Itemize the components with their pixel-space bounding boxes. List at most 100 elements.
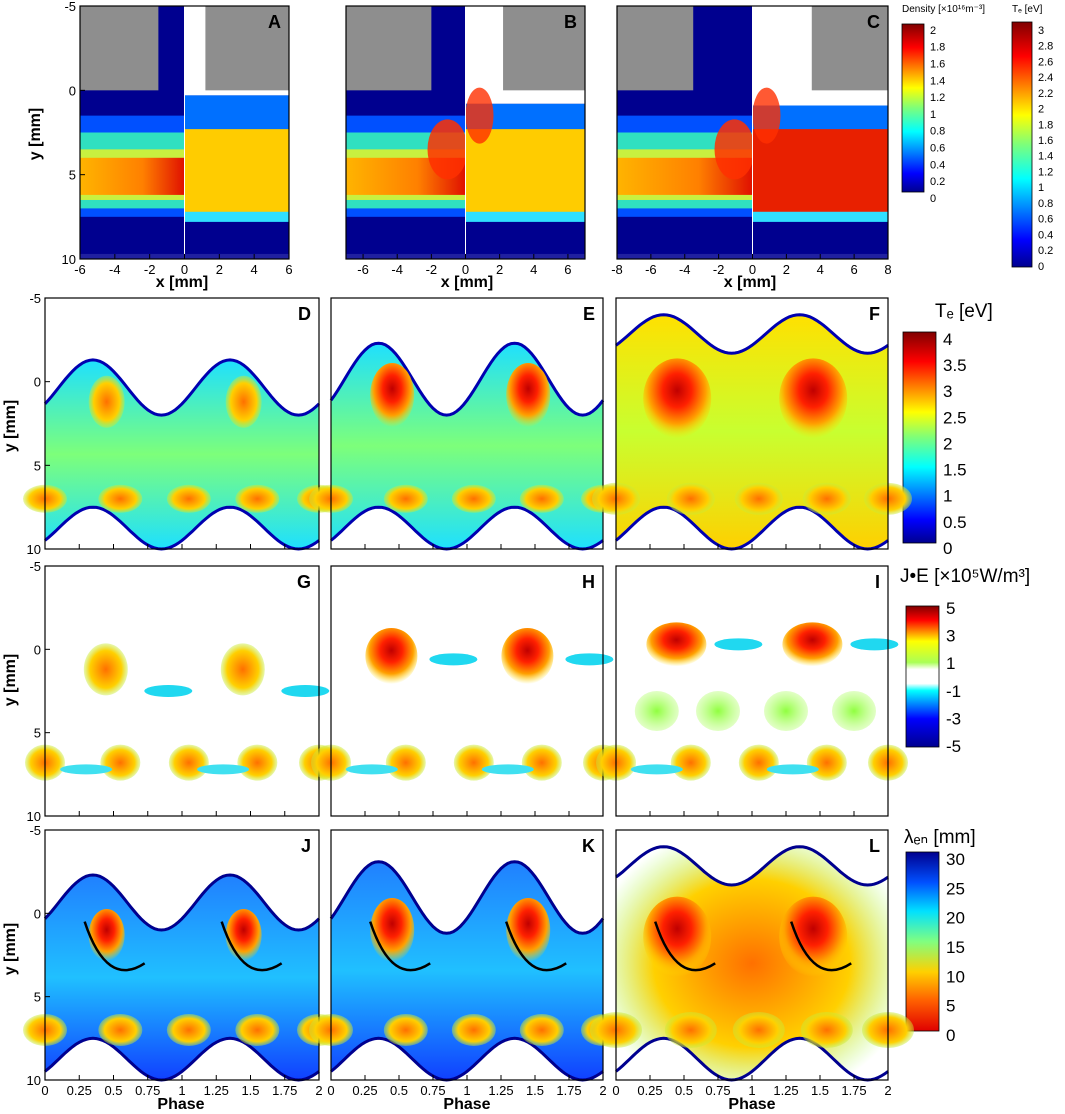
contour-line [505, 921, 567, 972]
contour-line [83, 921, 146, 972]
lower-spot [383, 1014, 428, 1046]
power-deposition-lower [453, 744, 494, 781]
x-tick-label: 1.75 [556, 1083, 581, 1098]
colorbar-density-tick: 0.2 [930, 176, 945, 188]
colorbar-te-small-tick: 1.4 [1038, 151, 1053, 163]
colorbar-lambda-tick: 0 [946, 1026, 955, 1045]
x-tick-label: 0.75 [705, 1083, 730, 1098]
panel-letter: K [582, 836, 595, 856]
x-tick-label: 0.75 [420, 1083, 445, 1098]
te-peak [465, 87, 494, 144]
colorbar-te-small-tick: 0.4 [1038, 229, 1053, 241]
electrode-block-left [80, 6, 159, 91]
x-tick-label: 6 [564, 262, 571, 277]
x-axis-label-c: x [mm] [724, 274, 776, 291]
x-tick-label: 0.5 [390, 1083, 408, 1098]
sheath-edge-top [43, 873, 321, 932]
hot-spot [506, 363, 551, 428]
panel-c: C -8 -6 -4 -2 0 2 4 6 8 [611, 5, 892, 277]
panel-letter: A [268, 12, 281, 32]
power-deposition-lower [670, 744, 711, 781]
colorbar-te-title: Tₑ [eV] [935, 301, 993, 322]
power-loss-lower [481, 764, 534, 775]
x-tick-label: 8 [884, 262, 891, 277]
te-core [465, 129, 585, 217]
x-tick-label: 1 [463, 1083, 470, 1098]
colorbar-density-tick: 0.4 [930, 159, 945, 171]
panel-letter: G [297, 572, 311, 592]
power-loss-lower [197, 764, 250, 775]
electrode-block-left [346, 6, 432, 91]
lower-spot [451, 484, 496, 513]
panel-letter: B [564, 12, 577, 32]
y-tick-label: -5 [64, 0, 76, 14]
y-tick-label: 10 [27, 1073, 41, 1088]
y-tick-label: 10 [27, 542, 41, 557]
x-tick-label: 1.25 [204, 1083, 229, 1098]
power-deposition-lower [521, 744, 562, 781]
electrode-block-right [811, 6, 888, 91]
x-tick-label: 0 [749, 262, 756, 277]
hot-spot [643, 358, 712, 439]
sheath-edge-top [329, 860, 605, 935]
x-tick-label: 1.25 [488, 1083, 513, 1098]
x-tick-label: 0 [41, 1083, 48, 1098]
power-deposition-middle [634, 691, 679, 731]
x-axis-label-k: Phase [443, 1096, 490, 1113]
colorbar-density-tick: 0.8 [930, 126, 945, 138]
x-axis-label-b: x [mm] [441, 274, 493, 291]
colorbar-je-tick: 1 [946, 654, 955, 673]
colorbar-te-small-tick: 1.2 [1038, 166, 1053, 178]
x-tick-label: 0 [327, 1083, 334, 1098]
hot-spot [225, 909, 262, 961]
y-tick-label: -5 [29, 559, 41, 574]
colorbar-te-tick: 3.5 [943, 356, 967, 375]
x-tick-label: 2 [599, 1083, 606, 1098]
lower-spot [800, 1012, 853, 1048]
colorbar-te-small-tick: 2.6 [1038, 56, 1053, 68]
colorbar-je: J•E [×10⁵W/m³] 5 3 1 -1 -3 -5 [900, 566, 1030, 756]
panel-g: G -5 0 5 10 [25, 559, 339, 824]
panel-letter: D [298, 304, 311, 324]
x-tick-label: -2 [144, 262, 156, 277]
colorbar-je-tick: 3 [946, 627, 955, 646]
colorbar-lambda-tick: 5 [946, 997, 955, 1016]
x-tick-label: 1.75 [841, 1083, 866, 1098]
density-core [80, 157, 185, 195]
colorbar-density-tick: 0 [930, 193, 936, 205]
power-loss-upper [281, 685, 330, 697]
power-loss-lower [766, 764, 819, 775]
contour-line [790, 921, 852, 972]
x-tick-label: 1 [178, 1083, 185, 1098]
y-tick-label: 0 [69, 83, 76, 98]
te-band-bottom [465, 211, 585, 222]
te-band-bottom [184, 211, 289, 222]
power-deposition-middle [832, 691, 876, 731]
power-loss-lower [345, 764, 398, 775]
power-loss-upper [850, 638, 899, 651]
panel-letter: I [875, 572, 880, 592]
lower-spot [732, 1012, 785, 1048]
sheath-edge-top [615, 845, 889, 887]
lower-spot [166, 484, 211, 513]
sheath-edge-top [43, 358, 321, 417]
y-axis-label-row3: y [mm] [2, 654, 19, 706]
panel-h: H [311, 565, 623, 817]
power-deposition-upper [220, 643, 265, 696]
electrode-block-left [617, 6, 694, 91]
hot-spot [88, 909, 125, 961]
panel-i: I [596, 565, 908, 817]
power-deposition-upper [365, 628, 418, 684]
colorbar-je-tick: 5 [946, 599, 955, 618]
x-tick-label: 0.75 [135, 1083, 160, 1098]
x-axis-label-a: x [mm] [156, 274, 208, 291]
panel-a: A -5 0 5 10-6 -4 -2 0 2 4 6 [62, 0, 293, 277]
colorbar-te-tick: 1.5 [943, 461, 967, 480]
electrode-block-right [503, 6, 585, 91]
x-tick-label: 1.5 [526, 1083, 544, 1098]
lower-spot [383, 484, 428, 513]
x-tick-label: -6 [645, 262, 657, 277]
sheath-edge-bottom [615, 1036, 889, 1082]
lower-spot [802, 482, 851, 515]
lower-spot [666, 482, 715, 515]
